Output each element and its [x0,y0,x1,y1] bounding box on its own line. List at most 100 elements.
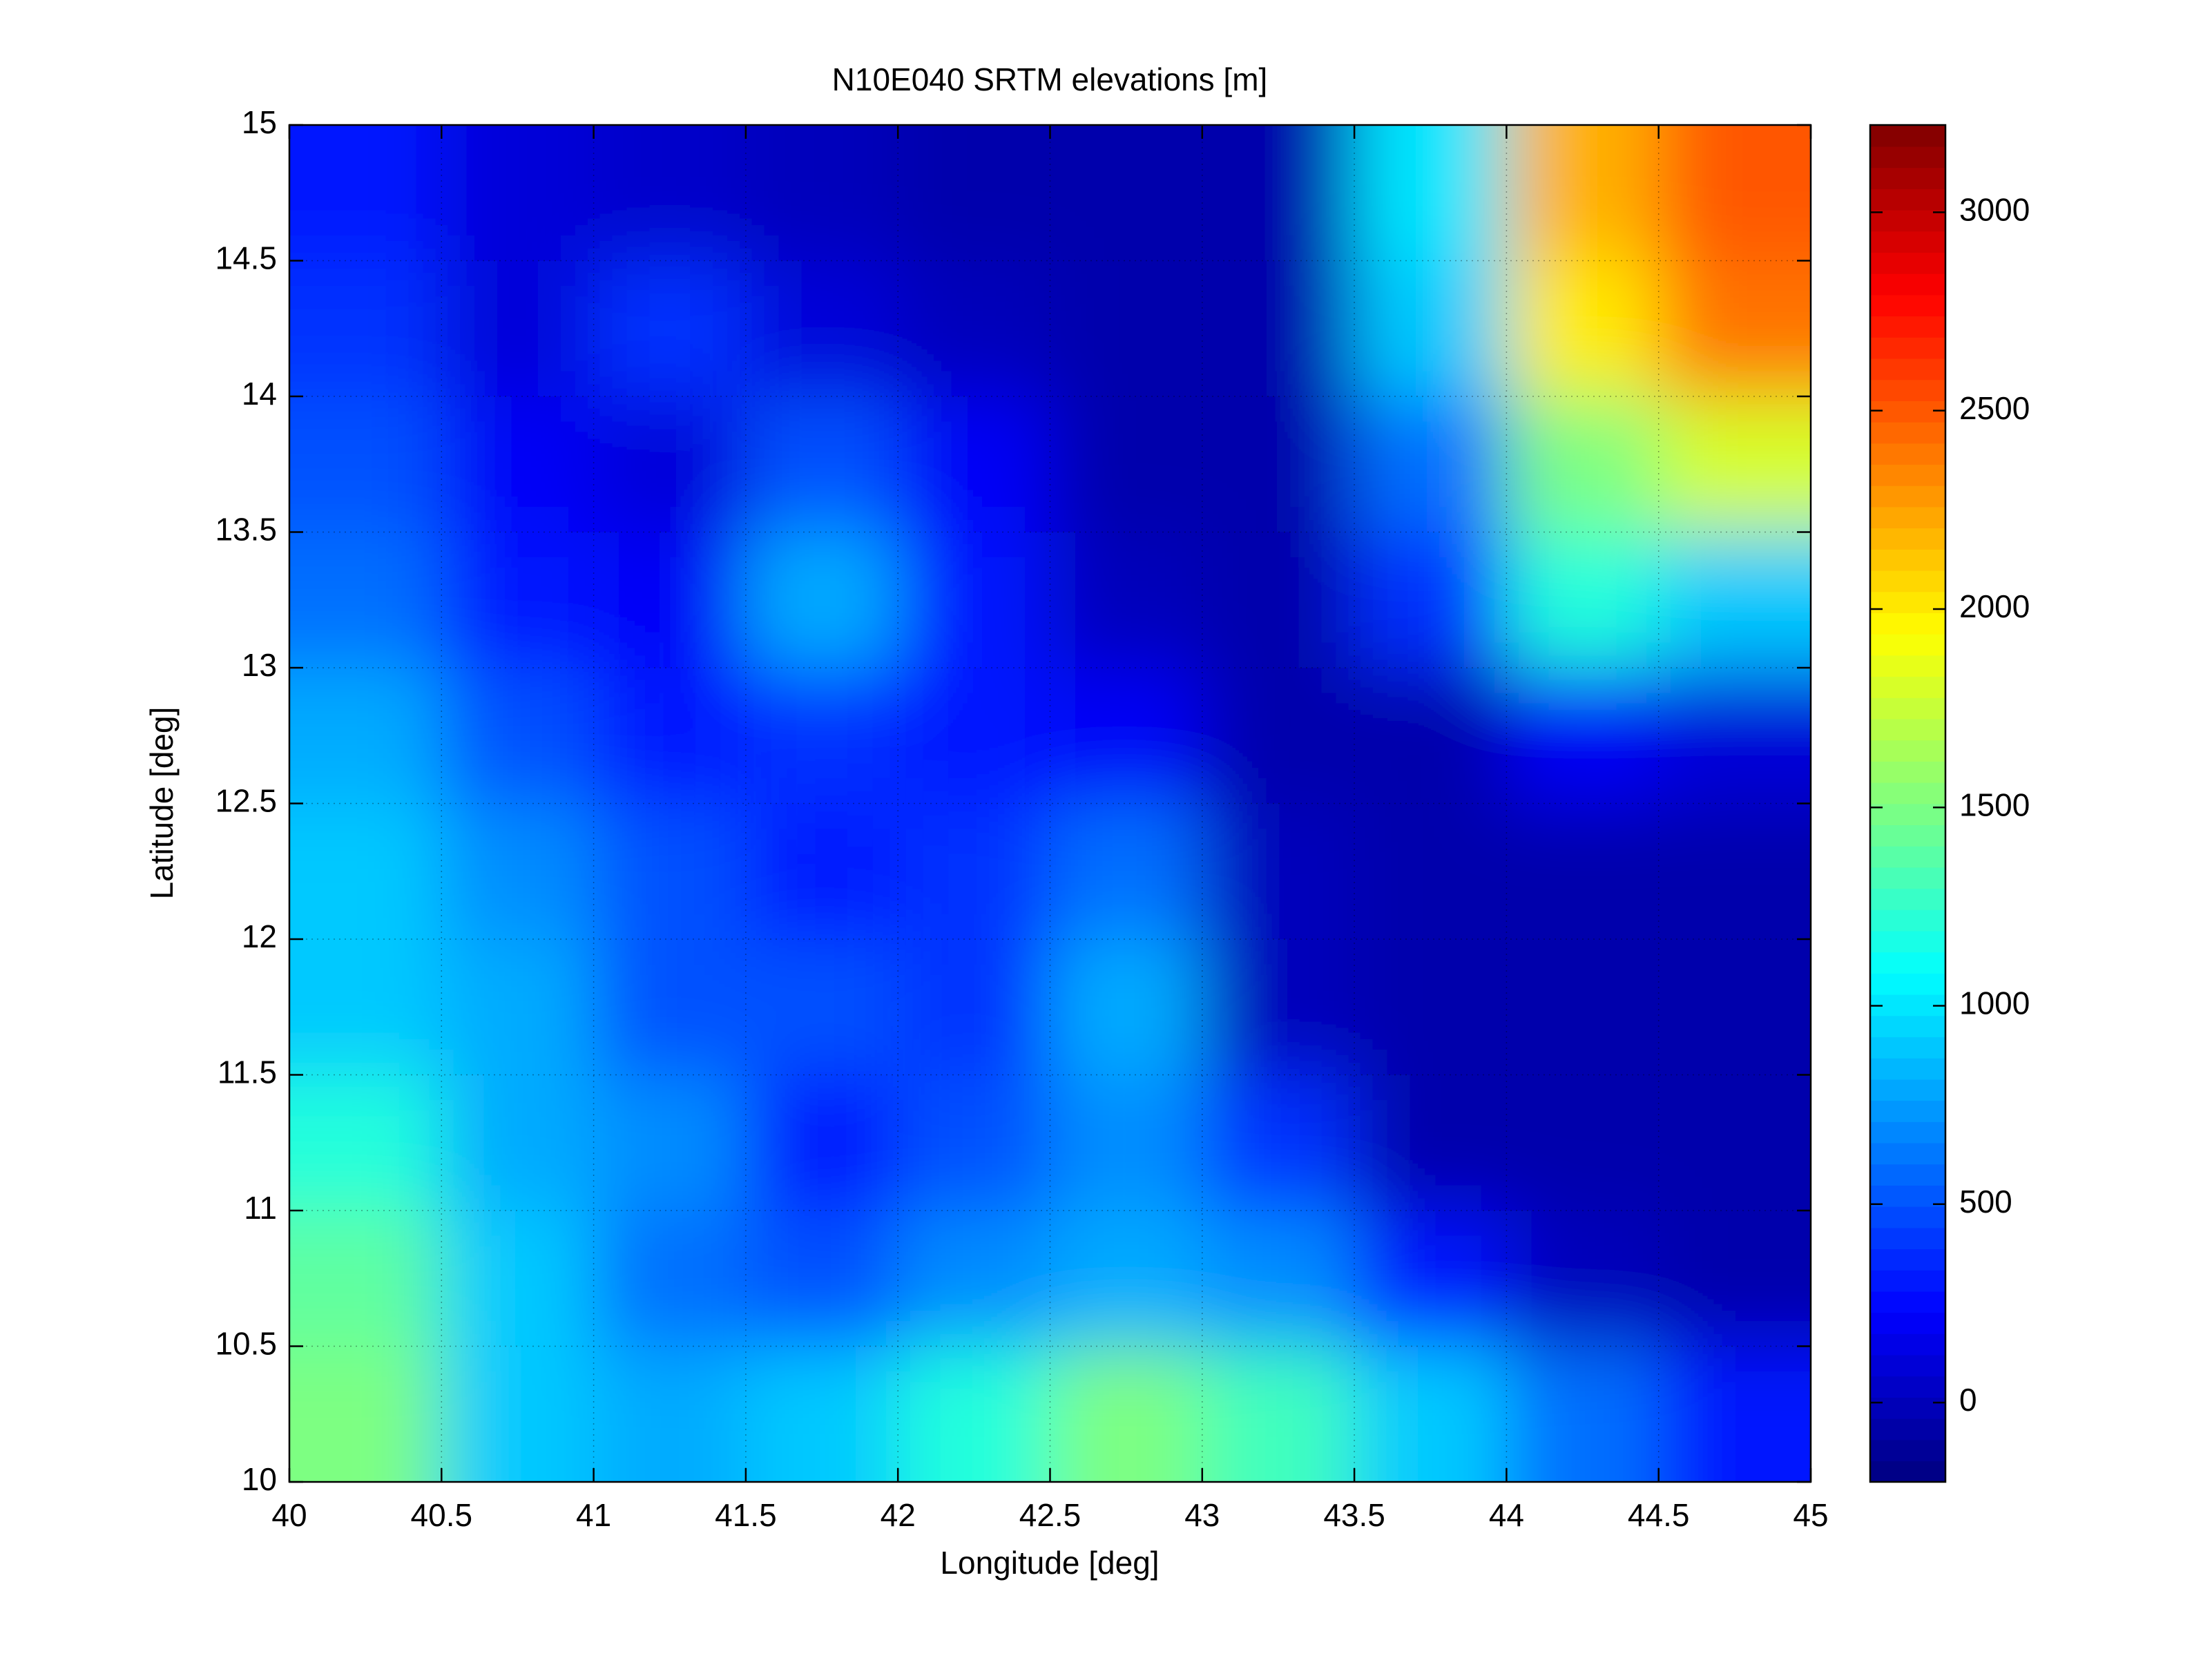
heatmap-cell [1354,260,1508,397]
heatmap-cell [1050,396,1203,533]
heatmap-cell [1506,1074,1660,1211]
x-tick-label: 44 [1489,1497,1524,1533]
colorbar-strip [1870,273,1945,296]
y-tick-label: 14 [242,376,277,412]
colorbar-strip [1870,1291,1945,1313]
colorbar-strip [1870,803,1945,826]
heatmap-cell [1050,668,1203,804]
y-tick-label: 13 [242,647,277,683]
colorbar-tick-label: 2500 [1959,390,2030,426]
colorbar-strip [1870,337,1945,359]
heatmap-cell [1354,1211,1508,1347]
heatmap-cell [745,1211,899,1347]
colorbar-strip [1870,549,1945,571]
heatmap-cell [1202,1074,1356,1211]
heatmap-cell [745,1346,899,1482]
heatmap-cell [1506,260,1660,397]
heatmap-cell [1354,939,1508,1076]
heatmap-cell [898,1211,1051,1347]
heatmap-cell [745,803,899,940]
heatmap-cell [1506,125,1660,262]
colorbar-strip [1870,718,1945,741]
heatmap-cell [289,668,443,804]
x-tick-label: 40 [271,1497,307,1533]
colorbar-strip [1870,506,1945,529]
colorbar-strip [1870,761,1945,783]
y-tick-label: 10 [242,1461,277,1497]
x-tick-label: 40.5 [411,1497,473,1533]
heatmap-cell [1050,939,1203,1076]
heatmap-cell [1202,125,1356,262]
y-tick-label: 15 [242,104,277,140]
heatmap-cell [441,532,595,668]
heatmap-cell [441,260,595,397]
heatmap-cell [1354,1074,1508,1211]
heatmap-cell [593,532,747,668]
colorbar-strip [1870,485,1945,508]
heatmap-cell [1506,939,1660,1076]
heatmap-cell [1506,803,1660,940]
y-tick-label: 10.5 [215,1326,277,1362]
colorbar-tick-label: 1000 [1959,985,2030,1021]
colorbar-strip [1870,1142,1945,1165]
heatmap-cell [1202,1346,1356,1482]
colorbar-strip [1870,167,1945,189]
colorbar-strip [1870,930,1945,953]
colorbar-strip [1870,1100,1945,1122]
colorbar-strip [1870,316,1945,338]
colorbar-strip [1870,1057,1945,1080]
colorbar-strip [1870,697,1945,720]
heatmap-cell [1658,1346,1811,1482]
heatmap-cell [1050,532,1203,668]
colorbar-strip [1870,1079,1945,1101]
heatmap-cell [1506,1346,1660,1482]
heatmap-cell [1202,260,1356,397]
colorbar-frame [1869,124,1947,1483]
heatmap-cell [1658,939,1811,1076]
heatmap-cell [1050,1074,1203,1211]
heatmap-cell [289,1074,443,1211]
heatmap-cell [1354,532,1508,668]
colorbar-strip [1870,528,1945,550]
chart-title: N10E040 SRTM elevations [m] [832,61,1268,97]
colorbar-tick-label: 2000 [1959,588,2030,624]
heatmap-cell [1658,1211,1811,1347]
heatmap-cell [593,396,747,533]
heatmap-cell [289,532,443,668]
x-tick-label: 41 [576,1497,611,1533]
colorbar-strip [1870,1249,1945,1271]
heatmap-cell [1658,125,1811,262]
y-tick-label: 13.5 [215,512,277,548]
colorbar-strip [1870,231,1945,253]
colorbar-strip [1870,570,1945,592]
colorbar-strip [1870,443,1945,465]
heatmap-cell [441,939,595,1076]
colorbar-strip [1870,1227,1945,1250]
colorbar-strip [1870,952,1945,974]
heatmap-cell [1354,668,1508,804]
heatmap-cell [441,1074,595,1211]
heatmap-cell [1354,125,1508,262]
heatmap [289,125,1811,1482]
colorbar-strip [1870,888,1945,910]
heatmap-cell [593,939,747,1076]
colorbar-strip [1870,1461,1945,1483]
colorbar-strip [1870,252,1945,274]
heatmap-cell [289,1346,443,1482]
y-tick-label: 14.5 [215,240,277,276]
heatmap-cell [745,125,899,262]
heatmap-cell [1354,396,1508,533]
heatmap-cell [289,260,443,397]
heatmap-cell [1506,1211,1660,1347]
heatmap-cell [1050,1346,1203,1482]
heatmap-cell [289,1211,443,1347]
colorbar-strip [1870,909,1945,932]
heatmap-cell [898,125,1051,262]
heatmap-cell [898,396,1051,533]
heatmap-cell [898,803,1051,940]
colorbar-strip [1870,1269,1945,1292]
heatmap-cell [898,1074,1051,1211]
heatmap-cell [1202,668,1356,804]
colorbar-strip [1870,1164,1945,1186]
